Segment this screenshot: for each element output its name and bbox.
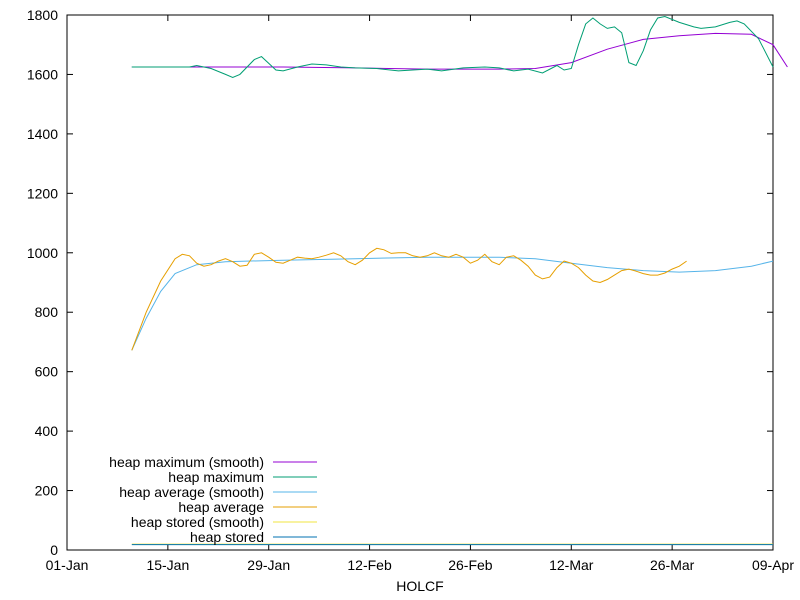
series-line-3 <box>131 256 774 351</box>
x-tick-label: 15-Jan <box>146 557 189 573</box>
y-tick-label: 1600 <box>27 66 58 82</box>
x-tick-label: 09-Apr <box>752 557 794 573</box>
legend-label: heap stored (smooth) <box>131 514 264 530</box>
y-tick-label: 200 <box>35 483 59 499</box>
y-axis: 0 200 400 600 800 1000 1200 1400 1600 1800 <box>27 7 773 558</box>
legend-label: heap maximum <box>168 469 264 485</box>
y-tick-label: 1400 <box>27 126 58 142</box>
legend-label: heap stored <box>190 529 264 545</box>
legend-label: heap maximum (smooth) <box>109 454 264 470</box>
y-tick-label: 1000 <box>27 245 58 261</box>
legend-label: heap average <box>178 499 264 515</box>
x-tick-label: 12-Feb <box>347 557 392 573</box>
y-tick-label: 1800 <box>27 7 58 23</box>
x-tick-label: 26-Feb <box>448 557 493 573</box>
series-line-4 <box>131 247 687 351</box>
y-tick-label: 600 <box>35 364 59 380</box>
series-line-2 <box>131 15 774 78</box>
series-layer <box>131 15 788 546</box>
y-tick-label: 800 <box>35 304 59 320</box>
x-tick-label: 12-Mar <box>549 557 594 573</box>
x-tick-label: 26-Mar <box>650 557 695 573</box>
y-tick-label: 0 <box>50 542 58 558</box>
series-line-1 <box>131 32 788 70</box>
plot-frame <box>66 14 774 551</box>
x-tick-label: 01-Jan <box>46 557 89 573</box>
x-tick-label: 29-Jan <box>247 557 290 573</box>
legend-label: heap average (smooth) <box>119 484 264 500</box>
y-tick-label: 1200 <box>27 185 58 201</box>
x-axis: 01-Jan 15-Jan 29-Jan 12-Feb 26-Feb 12-Mar 26-M… <box>46 15 794 573</box>
y-tick-label: 400 <box>35 423 59 439</box>
x-axis-label: HOLCF <box>396 578 443 594</box>
